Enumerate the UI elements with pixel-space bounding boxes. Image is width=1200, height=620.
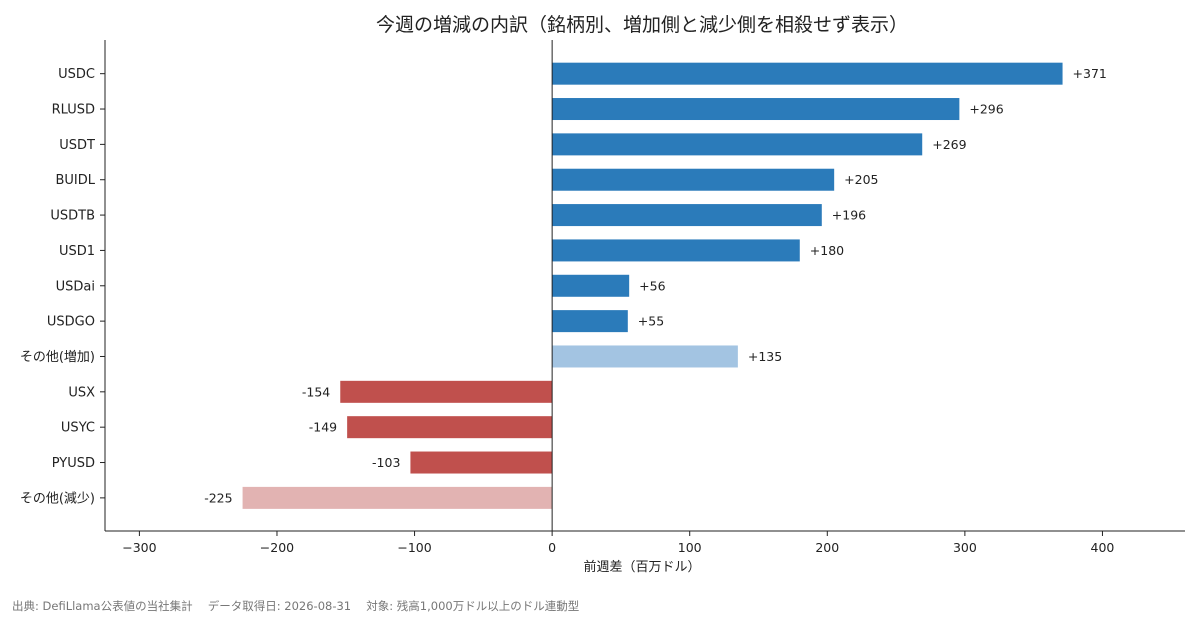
- bar-13: [242, 486, 553, 509]
- chart-title: 今週の増減の内訳（銘柄別、増加側と減少側を相殺せず表示）: [376, 14, 908, 36]
- category-label-11: USYC: [61, 421, 95, 436]
- bar-1: [552, 62, 1063, 85]
- category-label-1: USDC: [58, 67, 95, 82]
- value-label-9: +135: [748, 349, 782, 364]
- value-label-5: +196: [832, 208, 866, 223]
- category-label-13: その他(減少): [20, 490, 95, 506]
- category-label-5: USDTB: [50, 209, 95, 224]
- bar-10: [340, 380, 553, 403]
- x-tick-label: −100: [397, 540, 431, 555]
- bar-7: [552, 274, 630, 297]
- category-label-6: USD1: [59, 244, 95, 259]
- value-label-12: -103: [372, 455, 400, 470]
- x-tick-label: 200: [815, 540, 839, 555]
- category-label-4: BUIDL: [55, 173, 95, 188]
- value-label-10: -154: [302, 384, 330, 399]
- category-label-3: USDT: [59, 138, 95, 153]
- bar-4: [552, 168, 835, 191]
- value-label-6: +180: [810, 243, 844, 258]
- category-label-9: その他(増加): [20, 350, 95, 365]
- category-label-12: PYUSD: [52, 456, 95, 471]
- x-tick-label: −200: [260, 540, 294, 555]
- bar-5: [552, 204, 822, 227]
- category-label-8: USDGO: [47, 315, 95, 330]
- bar-12: [410, 451, 553, 474]
- category-label-2: RLUSD: [52, 103, 95, 118]
- axes-layer: USDC RLUSD USDT BUIDL USDTB USD1 USDai USDGO その他…: [20, 40, 1185, 555]
- value-label-13: -225: [204, 490, 232, 505]
- x-tick-label: 100: [678, 540, 702, 555]
- category-label-7: USDai: [56, 279, 95, 294]
- x-tick-label: 400: [1091, 540, 1115, 555]
- value-label-2: +296: [969, 102, 1003, 117]
- value-label-4: +205: [844, 172, 878, 187]
- value-label-3: +269: [932, 137, 966, 152]
- value-label-7: +56: [639, 278, 665, 293]
- bar-8: [552, 310, 628, 333]
- bars-layer: +371 +296 +269 +205 +196 +180 +56 +55 +135 -154 -1…: [204, 62, 1107, 509]
- x-tick-label: 0: [548, 540, 556, 555]
- bar-6: [552, 239, 800, 262]
- x-tick-label: 300: [953, 540, 977, 555]
- bar-11: [347, 416, 553, 439]
- value-label-11: -149: [309, 420, 337, 435]
- bar-9: [552, 345, 738, 368]
- value-label-1: +371: [1073, 66, 1107, 81]
- x-tick-label: −300: [122, 540, 156, 555]
- bar-chart: 今週の増減の内訳（銘柄別、増加側と減少側を相殺せず表示） +371 +296 +26…: [20, 14, 1185, 575]
- bar-2: [552, 98, 960, 121]
- source-footnote: 出典: DefiLlama公表値の当社集計 データ取得日: 2026-08-31…: [12, 599, 580, 613]
- value-label-8: +55: [638, 314, 664, 329]
- x-axis-label: 前週差（百万ドル）: [583, 559, 700, 575]
- category-label-10: USX: [68, 385, 95, 400]
- bar-3: [552, 133, 923, 156]
